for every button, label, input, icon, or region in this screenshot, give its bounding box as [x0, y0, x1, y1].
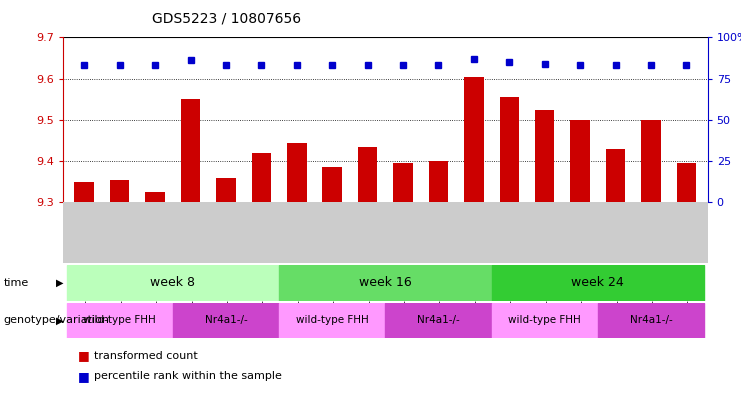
- Bar: [216, 178, 236, 202]
- Bar: [677, 163, 696, 202]
- Bar: [67, 303, 173, 338]
- Text: wild-type FHH: wild-type FHH: [508, 315, 581, 325]
- Text: ■: ■: [78, 370, 90, 383]
- Bar: [279, 265, 491, 301]
- Text: percentile rank within the sample: percentile rank within the sample: [94, 371, 282, 381]
- Bar: [173, 303, 279, 338]
- Text: wild-type FHH: wild-type FHH: [296, 315, 368, 325]
- Bar: [491, 303, 598, 338]
- Text: week 8: week 8: [150, 276, 196, 290]
- Bar: [279, 303, 385, 338]
- Bar: [535, 110, 554, 202]
- Bar: [385, 303, 491, 338]
- Bar: [464, 77, 484, 202]
- Text: Nr4a1-/-: Nr4a1-/-: [205, 315, 247, 325]
- Bar: [429, 161, 448, 202]
- Bar: [181, 99, 200, 202]
- Text: Nr4a1-/-: Nr4a1-/-: [417, 315, 460, 325]
- Text: ■: ■: [78, 349, 90, 362]
- Text: week 16: week 16: [359, 276, 412, 290]
- Bar: [393, 163, 413, 202]
- Text: GDS5223 / 10807656: GDS5223 / 10807656: [152, 11, 301, 26]
- Text: ▶: ▶: [56, 278, 63, 288]
- Text: genotype/variation: genotype/variation: [4, 315, 110, 325]
- Bar: [598, 303, 704, 338]
- Text: time: time: [4, 278, 29, 288]
- Bar: [110, 180, 130, 202]
- Bar: [606, 149, 625, 202]
- Bar: [287, 143, 307, 202]
- Bar: [75, 182, 94, 202]
- Bar: [571, 120, 590, 202]
- Bar: [67, 265, 279, 301]
- Bar: [322, 167, 342, 202]
- Text: transformed count: transformed count: [94, 351, 198, 361]
- Bar: [358, 147, 377, 202]
- Bar: [499, 97, 519, 202]
- Text: ▶: ▶: [56, 315, 63, 325]
- Text: week 24: week 24: [571, 276, 624, 290]
- Text: wild-type FHH: wild-type FHH: [83, 315, 156, 325]
- Bar: [641, 120, 661, 202]
- Bar: [145, 192, 165, 202]
- Text: Nr4a1-/-: Nr4a1-/-: [630, 315, 672, 325]
- Bar: [491, 265, 704, 301]
- Bar: [252, 153, 271, 202]
